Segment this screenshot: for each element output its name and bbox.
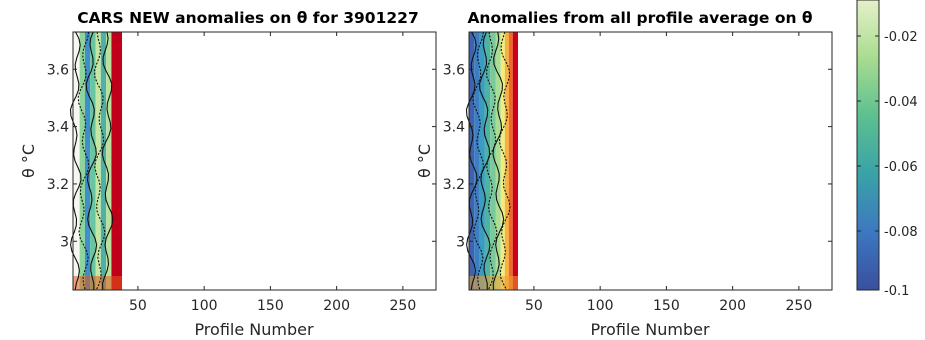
x-tick-label: 250 <box>390 298 417 314</box>
left-y-axis-label: θ °C <box>19 144 38 178</box>
contour-line-1 <box>465 31 478 291</box>
heatmap-bottom-band <box>73 276 123 290</box>
heatmap-column-5 <box>490 32 496 290</box>
y-tick-label: 3.4 <box>47 120 69 136</box>
heatmap-column-6 <box>495 32 501 290</box>
left-axes-box <box>72 31 437 291</box>
heatmap-column-1 <box>73 32 80 290</box>
right-contour-lines <box>465 31 511 291</box>
heatmap-column-10 <box>512 32 519 290</box>
left-heatmap-panel: 50 100 150 200 250 3 3.2 3.4 3.6 Profile Number… <box>19 31 437 339</box>
colorbar-frame <box>856 0 880 291</box>
heatmap-column-2 <box>79 32 85 290</box>
x-tick-label: 200 <box>719 298 746 314</box>
contour-line-2 <box>77 31 90 291</box>
left-heatmap-cells <box>73 32 123 290</box>
colorbar-gradient <box>857 0 879 290</box>
x-tick-label: 250 <box>786 298 813 314</box>
y-tick-label: 3.6 <box>47 62 69 78</box>
left-x-axis-label: Profile Number <box>194 320 314 339</box>
y-tick-label: 3.4 <box>443 120 465 136</box>
left-y-ticks: 3 3.2 3.4 3.6 <box>47 62 436 250</box>
y-tick-label: 3 <box>456 234 465 250</box>
y-tick-label: 3.2 <box>443 177 465 193</box>
x-tick-label: 50 <box>129 298 147 314</box>
x-tick-label: 150 <box>653 298 680 314</box>
right-heatmap-cells <box>469 32 519 290</box>
heatmap-column-3 <box>479 32 485 290</box>
contour-line-1 <box>69 31 82 291</box>
y-tick-label: 3.2 <box>47 177 69 193</box>
chart-title-right: Anomalies from all profile average on θ <box>467 9 812 27</box>
contour-line-5 <box>101 31 114 291</box>
heatmap-column-8 <box>111 32 123 290</box>
contour-line-6 <box>498 31 511 291</box>
y-tick-label: 3.6 <box>443 62 465 78</box>
colorbar-ticks: -0.1 -0.08 -0.06 -0.04 -0.02 <box>857 30 918 299</box>
x-tick-label: 50 <box>525 298 543 314</box>
x-tick-label: 200 <box>323 298 350 314</box>
colorbar-tick-label: -0.06 <box>884 160 918 175</box>
contour-line-2 <box>472 31 484 291</box>
y-tick-label: 3 <box>60 234 69 250</box>
right-axes-box <box>468 31 833 291</box>
heatmap-column-2 <box>474 32 480 290</box>
heatmap-column-4 <box>90 32 96 290</box>
contour-line-5 <box>492 31 505 291</box>
chart-title-left: CARS NEW anomalies on θ for 3901227 <box>77 9 418 27</box>
heatmap-column-1 <box>469 32 475 290</box>
heatmap-column-7 <box>500 32 505 290</box>
heatmap-column-9 <box>508 32 513 290</box>
colorbar-tick-label: -0.02 <box>884 30 918 45</box>
x-tick-label: 100 <box>587 298 614 314</box>
colorbar: -0.1 -0.08 -0.06 -0.04 -0.02 <box>856 0 918 299</box>
heatmap-column-3 <box>84 32 91 290</box>
left-x-ticks: 50 100 150 200 250 <box>129 32 416 314</box>
colorbar-tick-label: -0.1 <box>884 284 909 299</box>
contour-line-3 <box>85 31 98 290</box>
colorbar-tick-label: -0.04 <box>884 95 918 110</box>
right-heatmap-panel: 50 100 150 200 250 3 3.2 3.4 3.6 Profile Number… <box>415 31 833 339</box>
right-y-ticks: 3 3.2 3.4 3.6 <box>443 62 832 250</box>
heatmap-column-5 <box>95 32 101 290</box>
contour-line-4 <box>486 31 498 291</box>
right-x-ticks: 50 100 150 200 250 <box>525 32 812 314</box>
heatmap-column-7 <box>106 32 112 290</box>
left-contour-lines <box>69 31 114 291</box>
x-tick-label: 150 <box>257 298 284 314</box>
right-x-axis-label: Profile Number <box>590 320 710 339</box>
colorbar-tick-label: -0.08 <box>884 225 918 240</box>
contour-line-4 <box>93 31 106 291</box>
right-y-axis-label: θ °C <box>415 144 434 178</box>
x-tick-label: 100 <box>191 298 218 314</box>
heatmap-column-8 <box>504 32 509 290</box>
